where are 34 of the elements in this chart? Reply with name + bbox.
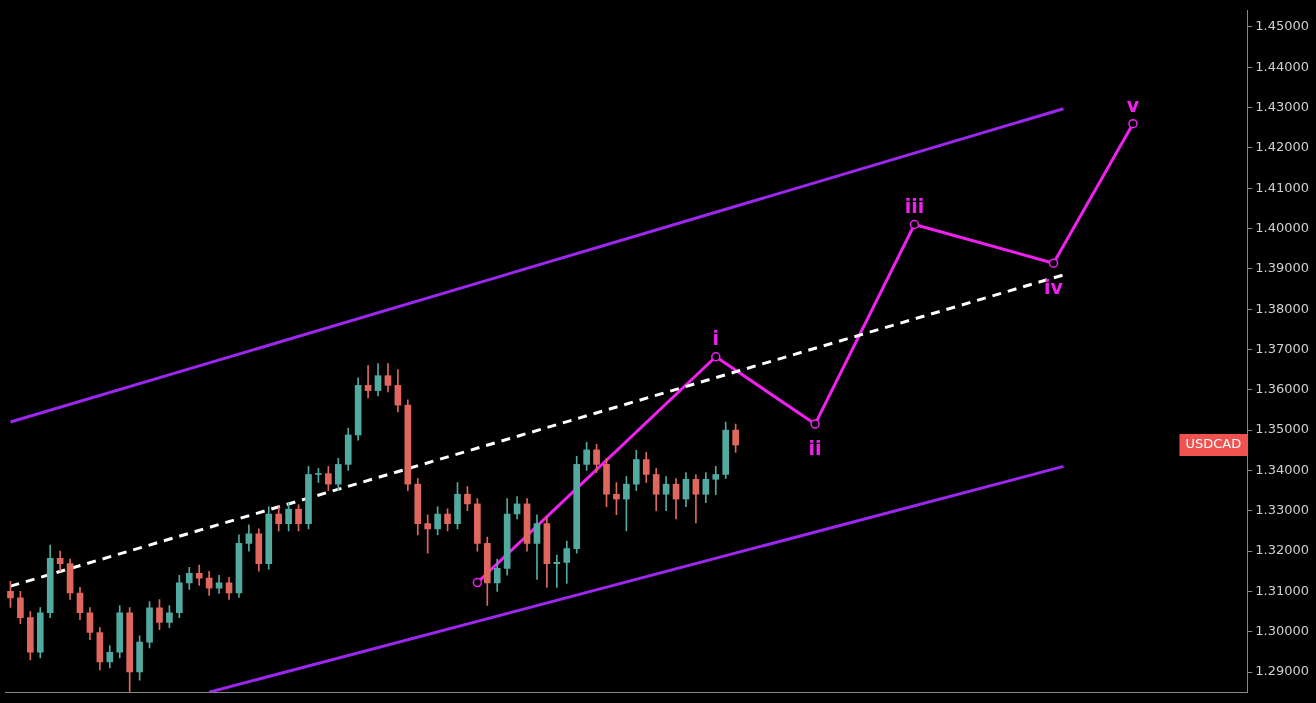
y-tick-label: 1.30000 [1255,623,1310,639]
y-tick-label: 1.34000 [1255,461,1310,477]
y-tick-label: 1.39000 [1255,260,1310,276]
point [1128,118,1138,129]
y-tick-label: 1.43000 [1255,98,1310,114]
annotation: iii [904,194,925,217]
candlestick [424,514,432,554]
y-tick-label: 1.41000 [1255,179,1310,195]
point [909,219,920,230]
y-tick-label: 1.42000 [1255,139,1310,155]
y-tick-label: 1.45000 [1255,18,1310,34]
y-tick-label: 1.38000 [1255,300,1310,316]
y-tick-label: 1.31000 [1255,582,1310,598]
point [472,577,483,588]
y-tick-label: 1.32000 [1255,542,1310,558]
y-tick-label: 1.37000 [1255,340,1310,356]
annotation: v [1126,94,1140,117]
y-tick-label: 1.33000 [1255,502,1310,518]
annotation: iv [1044,275,1064,298]
annotation: USDCAD [1185,436,1242,452]
y-tick-label: 1.40000 [1255,219,1310,235]
candlestick [553,554,561,588]
y-tick-label: 1.29000 [1255,663,1310,679]
point [1048,258,1059,268]
annotation: i [712,327,720,350]
y-tick-label: 1.35000 [1255,421,1310,437]
y-tick-label: 1.44000 [1255,58,1310,74]
candlestick [364,365,372,399]
point [810,419,820,429]
y-tick-label: 1.36000 [1255,381,1310,397]
candlestick [712,466,720,495]
point [711,351,721,362]
candlestick [195,564,203,586]
annotation: ii [808,436,822,459]
